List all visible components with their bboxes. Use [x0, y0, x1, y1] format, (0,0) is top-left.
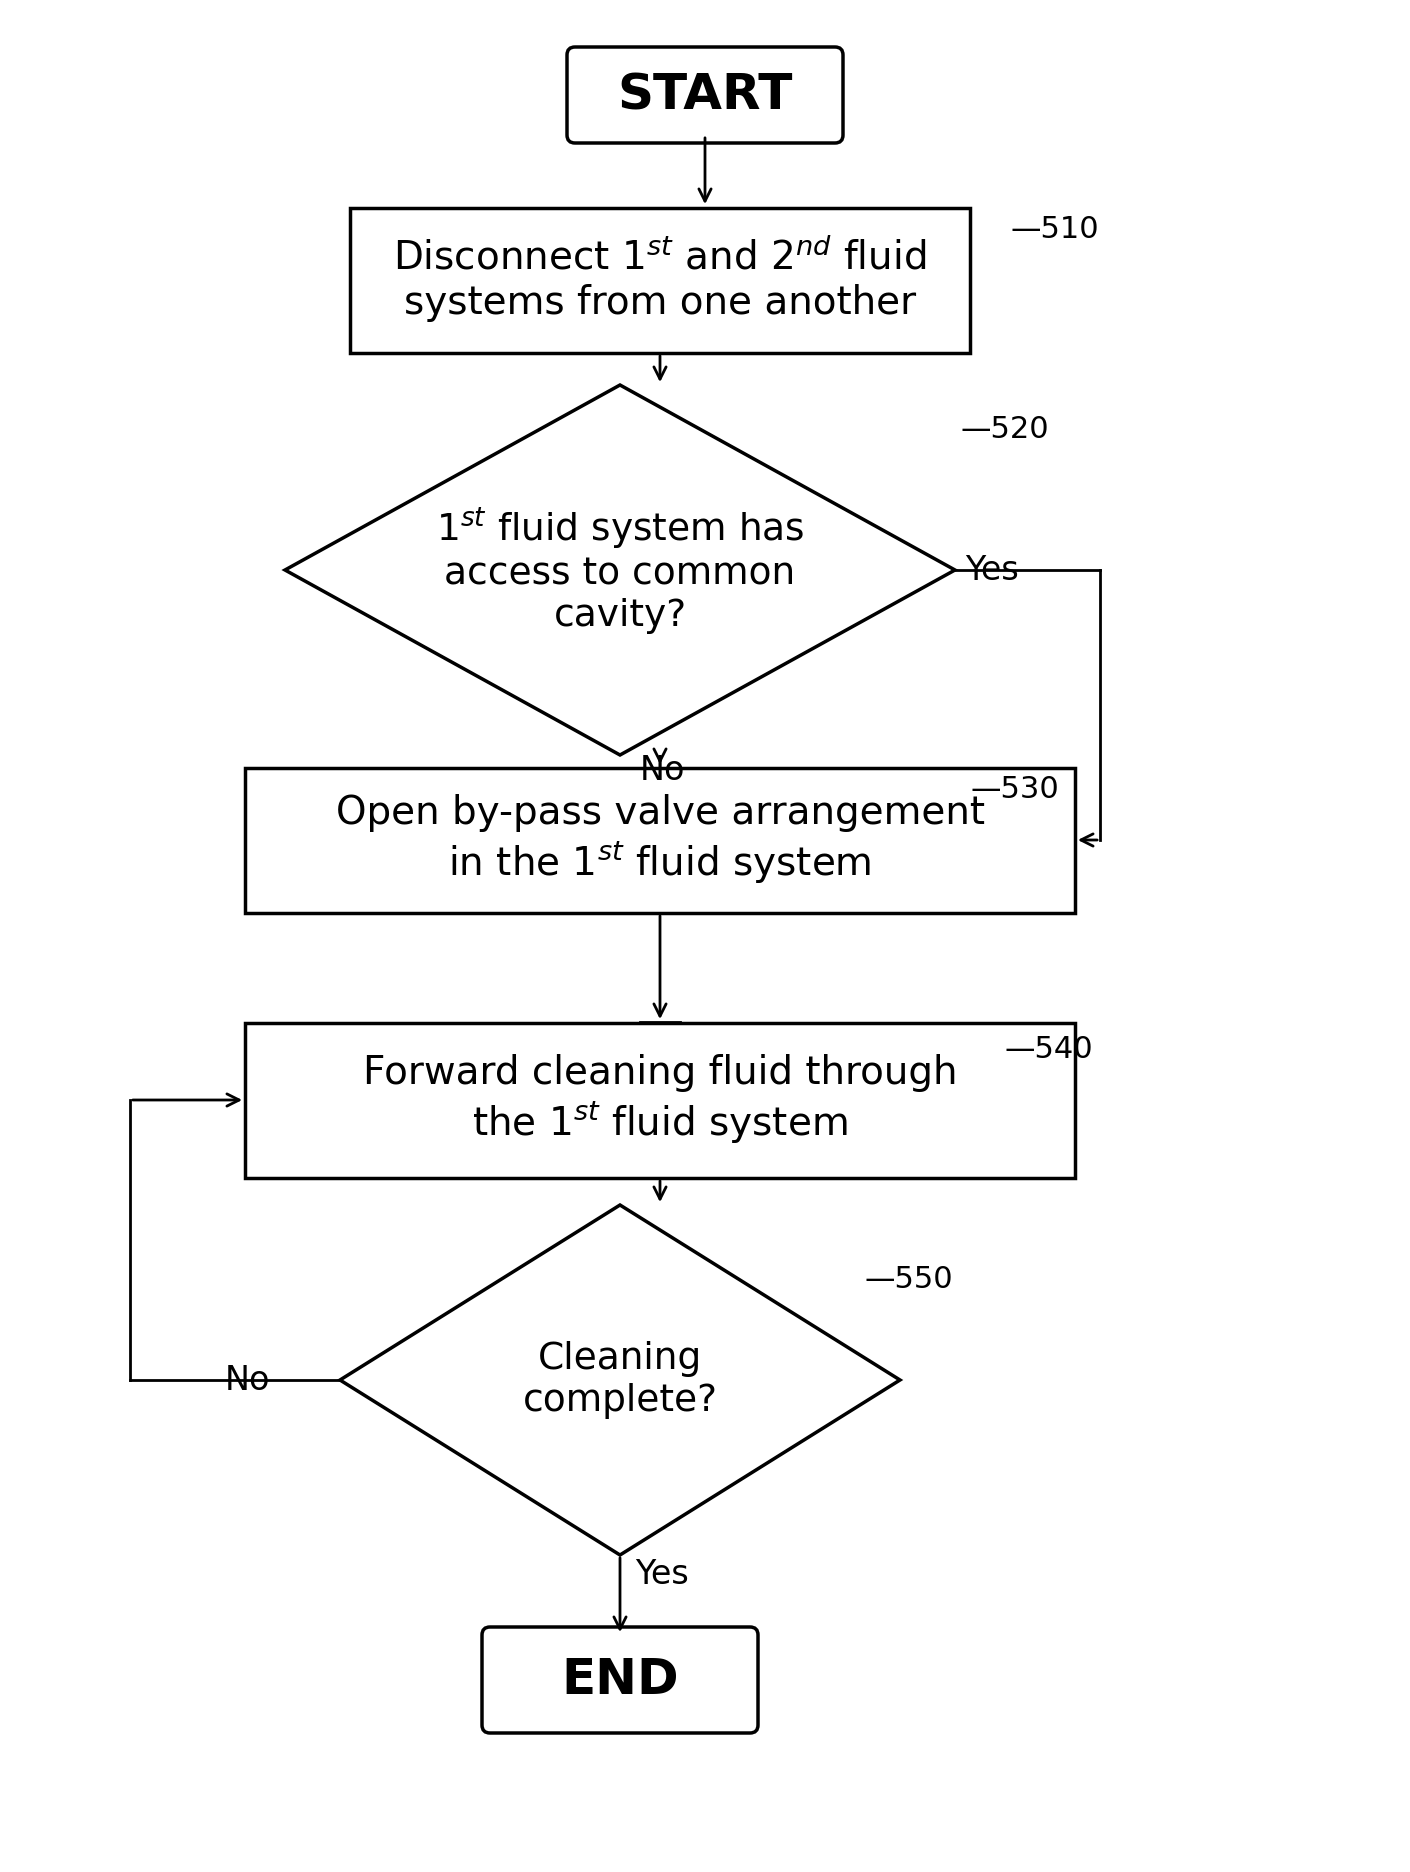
Text: Cleaning
complete?: Cleaning complete? [523, 1340, 718, 1419]
Text: Open by-pass valve arrangement
in the 1$^{st}$ fluid system: Open by-pass valve arrangement in the 1$… [336, 794, 984, 885]
Text: Yes: Yes [964, 554, 1019, 586]
Text: —540: —540 [1005, 1035, 1094, 1065]
Bar [350, 208, 970, 352]
Text: —510: —510 [1010, 215, 1098, 245]
Text: END: END [561, 1657, 678, 1704]
Text: —520: —520 [960, 416, 1049, 444]
Text: Disconnect 1$^{st}$ and 2$^{nd}$ fluid
systems from one another: Disconnect 1$^{st}$ and 2$^{nd}$ fluid s… [393, 238, 926, 322]
Text: Yes: Yes [634, 1559, 688, 1591]
Bar [245, 768, 1074, 912]
Text: No: No [224, 1363, 269, 1397]
Polygon shape [340, 1206, 900, 1556]
Text: No: No [640, 754, 685, 786]
Bar [245, 1022, 1074, 1177]
Text: Forward cleaning fluid through
the 1$^{st}$ fluid system: Forward cleaning fluid through the 1$^{s… [362, 1054, 957, 1146]
Text: 1$^{st}$ fluid system has
access to common
cavity?: 1$^{st}$ fluid system has access to comm… [436, 505, 804, 635]
FancyBboxPatch shape [567, 47, 843, 142]
FancyBboxPatch shape [482, 1627, 759, 1733]
Text: —530: —530 [970, 775, 1059, 805]
Text: —550: —550 [864, 1265, 953, 1295]
Polygon shape [285, 386, 955, 754]
Text: START: START [618, 71, 792, 120]
